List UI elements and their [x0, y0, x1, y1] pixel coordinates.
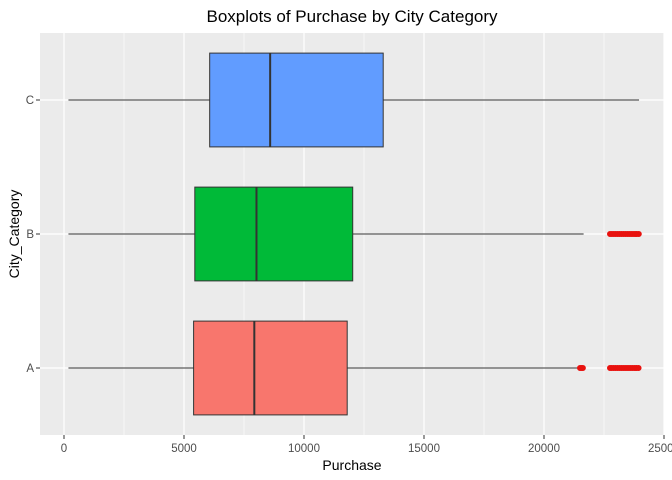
x-tick-label: 15000	[408, 443, 440, 455]
outlier-point	[635, 230, 642, 237]
x-axis-label: Purchase	[322, 457, 381, 473]
x-tick-label: 20000	[528, 443, 560, 455]
box-a	[68, 320, 642, 416]
x-tick-label: 10000	[288, 443, 320, 455]
box-c	[68, 52, 640, 148]
outlier-point	[579, 364, 586, 371]
chart-title: Boxplots of Purchase by City Category	[206, 7, 498, 26]
x-tick-label: 5000	[171, 443, 197, 455]
x-tick-label: 25000	[648, 443, 672, 455]
iqr-box	[194, 186, 354, 282]
iqr-box	[193, 320, 348, 416]
iqr-box	[209, 52, 384, 148]
y-axis-label: City_Category	[6, 190, 22, 279]
y-tick-label: C	[26, 95, 34, 107]
x-tick-label: 0	[61, 443, 67, 455]
box-series	[68, 52, 642, 416]
outlier-point	[635, 364, 642, 371]
box-b	[68, 186, 642, 282]
x-axis-ticks: 0 5000 10000 15000 20000 25000	[61, 435, 672, 455]
y-tick-label: B	[26, 229, 34, 241]
y-axis-ticks: A B C	[26, 95, 40, 375]
y-tick-label: A	[26, 363, 34, 375]
